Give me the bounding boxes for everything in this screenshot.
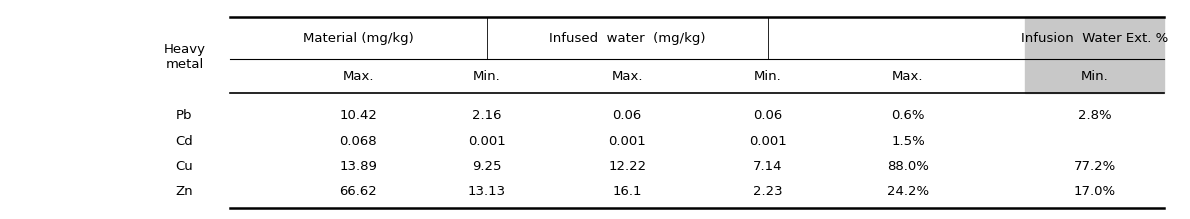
- Text: 1.5%: 1.5%: [891, 134, 925, 148]
- Bar: [1025, 17, 1164, 93]
- Text: 9.25: 9.25: [472, 160, 501, 173]
- Text: 13.89: 13.89: [339, 160, 377, 173]
- Text: 13.13: 13.13: [468, 185, 506, 198]
- Text: Material (mg/kg): Material (mg/kg): [302, 32, 414, 44]
- Text: 12.22: 12.22: [608, 160, 646, 173]
- Text: Min.: Min.: [472, 70, 501, 83]
- Text: 0.001: 0.001: [749, 134, 787, 148]
- Text: 88.0%: 88.0%: [887, 160, 929, 173]
- Text: Max.: Max.: [343, 70, 374, 83]
- Text: Infused  water  (mg/kg): Infused water (mg/kg): [549, 32, 706, 44]
- Text: 0.001: 0.001: [468, 134, 506, 148]
- Text: 24.2%: 24.2%: [887, 185, 929, 198]
- Text: 17.0%: 17.0%: [1073, 185, 1116, 198]
- Text: 0.06: 0.06: [613, 110, 641, 122]
- Text: 10.42: 10.42: [339, 110, 377, 122]
- Text: 0.6%: 0.6%: [891, 110, 925, 122]
- Text: 0.06: 0.06: [753, 110, 782, 122]
- Text: Cu: Cu: [176, 160, 193, 173]
- Text: Pb: Pb: [176, 110, 193, 122]
- Text: Cd: Cd: [176, 134, 193, 148]
- Text: Zn: Zn: [176, 185, 193, 198]
- Text: Heavy
metal: Heavy metal: [163, 43, 206, 71]
- Text: Min.: Min.: [1081, 70, 1109, 83]
- Text: 2.16: 2.16: [472, 110, 501, 122]
- Text: Infusion  Water Ext. %: Infusion Water Ext. %: [1021, 32, 1169, 44]
- Text: 2.8%: 2.8%: [1078, 110, 1111, 122]
- Text: 0.068: 0.068: [339, 134, 377, 148]
- Text: 0.001: 0.001: [608, 134, 646, 148]
- Text: Min.: Min.: [753, 70, 782, 83]
- Text: 7.14: 7.14: [753, 160, 782, 173]
- Text: 16.1: 16.1: [613, 185, 641, 198]
- Text: 66.62: 66.62: [339, 185, 377, 198]
- Text: 2.23: 2.23: [753, 185, 782, 198]
- Text: Max.: Max.: [612, 70, 643, 83]
- Text: 77.2%: 77.2%: [1073, 160, 1116, 173]
- Text: Max.: Max.: [892, 70, 923, 83]
